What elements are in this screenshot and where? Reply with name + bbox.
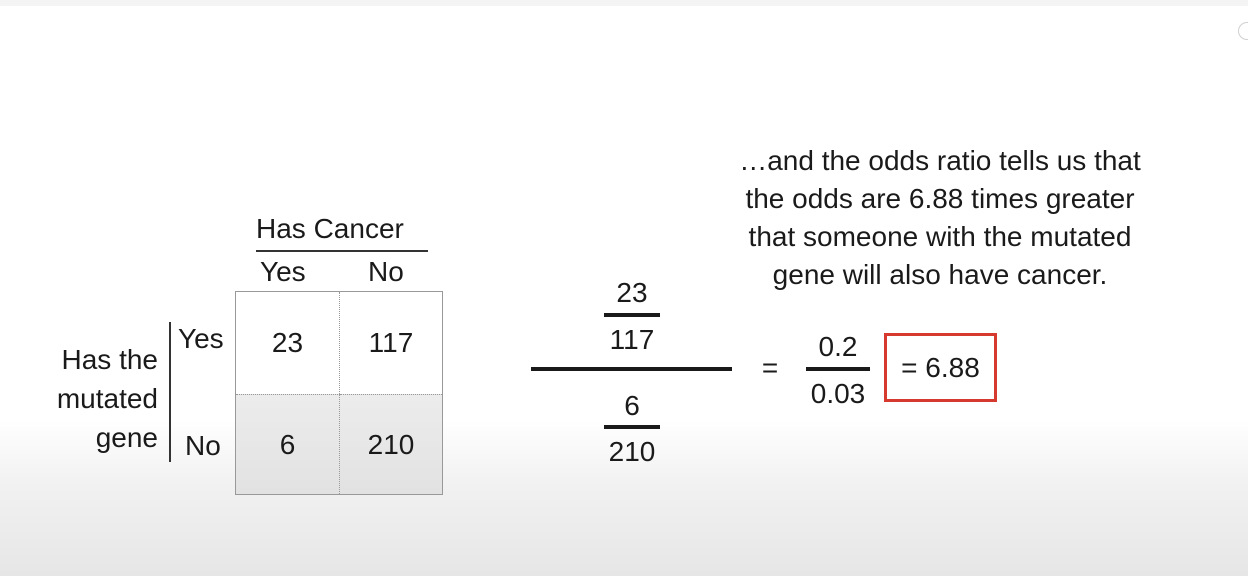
caption-line-2: the odds are 6.88 times greater	[745, 183, 1135, 214]
corner-circle-icon	[1238, 22, 1248, 40]
table-cell-yes-no: 117	[340, 292, 442, 394]
odds-ratio-result: = 6.88	[901, 351, 980, 383]
main-fraction-bar	[531, 367, 732, 371]
simplified-fraction-bar	[806, 367, 870, 371]
bottom-fraction-denominator: 210	[608, 436, 656, 467]
row-title-line-1: Has the	[61, 344, 159, 375]
column-label-yes: Yes	[260, 256, 306, 287]
caption-line-4: gene will also have cancer.	[772, 259, 1108, 290]
table-cell-no-yes: 6	[236, 394, 340, 494]
table-cell-yes-yes: 23	[236, 292, 340, 394]
row-header-title: Has the mutated gene	[20, 340, 158, 457]
odds-ratio-result-box: = 6.88	[884, 333, 997, 402]
column-header-rule	[256, 250, 428, 252]
top-strip	[0, 0, 1248, 6]
contingency-table: 23 117 6 210	[235, 291, 443, 495]
top-fraction-denominator: 117	[609, 324, 655, 355]
top-fraction-bar	[604, 313, 660, 317]
row-header-rule	[169, 322, 171, 462]
caption-line-3: that someone with the mutated	[748, 221, 1132, 252]
bottom-fraction-numerator: 6	[624, 390, 640, 421]
column-header-title: Has Cancer	[256, 213, 404, 244]
caption-line-1: …and the odds ratio tells us that	[739, 145, 1141, 176]
row-title-line-2: mutated	[56, 383, 158, 414]
equals-sign: =	[761, 352, 779, 383]
column-label-no: No	[368, 256, 404, 287]
top-fraction-numerator: 23	[616, 277, 648, 308]
simplified-denominator: 0.03	[810, 378, 866, 409]
bottom-fraction-bar	[604, 425, 660, 429]
row-label-no: No	[185, 430, 221, 461]
row-label-yes: Yes	[178, 323, 224, 354]
table-cell-no-no: 210	[340, 394, 442, 494]
simplified-numerator: 0.2	[818, 331, 858, 362]
row-title-line-3: gene	[95, 422, 158, 453]
odds-ratio-caption: …and the odds ratio tells us that the od…	[690, 142, 1190, 294]
